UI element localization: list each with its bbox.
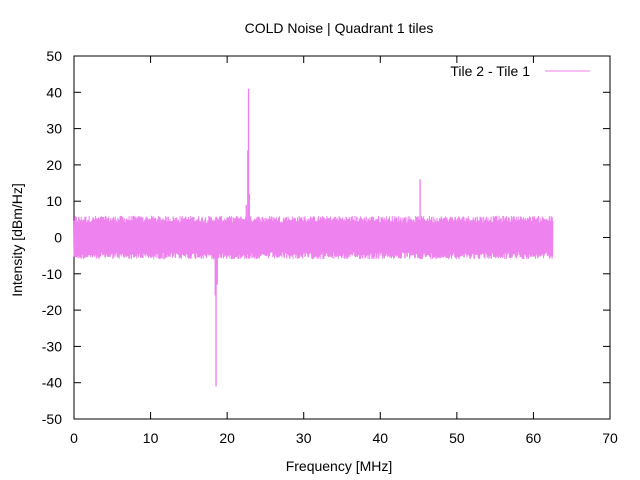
- legend: Tile 2 - Tile 1: [450, 63, 590, 79]
- y-tick-label: 40: [46, 84, 62, 100]
- x-tick-label: 20: [219, 430, 235, 446]
- x-axis-label: Frequency [MHz]: [286, 458, 393, 474]
- y-tick-label: -50: [42, 411, 62, 427]
- axis-ticks: 0 10 20 30 40 50 60 70 -50 -40 -30 -20 -10 0 10 20 30 40 5…: [42, 48, 618, 446]
- x-tick-label: 60: [526, 430, 542, 446]
- y-tick-label: -40: [42, 375, 62, 391]
- y-tick-label: 30: [46, 121, 62, 137]
- chart-title: COLD Noise | Quadrant 1 tiles: [245, 20, 434, 36]
- series-group: [73, 88, 554, 387]
- y-tick-label: 0: [54, 230, 62, 246]
- x-tick-label: 30: [296, 430, 312, 446]
- x-tick-label: 0: [70, 430, 78, 446]
- y-axis-label: Intensity [dBm/Hz]: [9, 183, 25, 297]
- x-tick-label: 50: [449, 430, 465, 446]
- y-tick-label: -20: [42, 302, 62, 318]
- x-tick-label: 10: [143, 430, 159, 446]
- y-tick-label: 20: [46, 157, 62, 173]
- y-tick-label: 50: [46, 48, 62, 64]
- y-tick-label: -10: [42, 266, 62, 282]
- series-line-0: [73, 88, 554, 387]
- legend-label: Tile 2 - Tile 1: [450, 63, 530, 79]
- y-tick-label: 10: [46, 193, 62, 209]
- x-tick-label: 40: [372, 430, 388, 446]
- x-tick-label: 70: [602, 430, 618, 446]
- y-tick-label: -30: [42, 338, 62, 354]
- series-noise-trace: [73, 215, 554, 260]
